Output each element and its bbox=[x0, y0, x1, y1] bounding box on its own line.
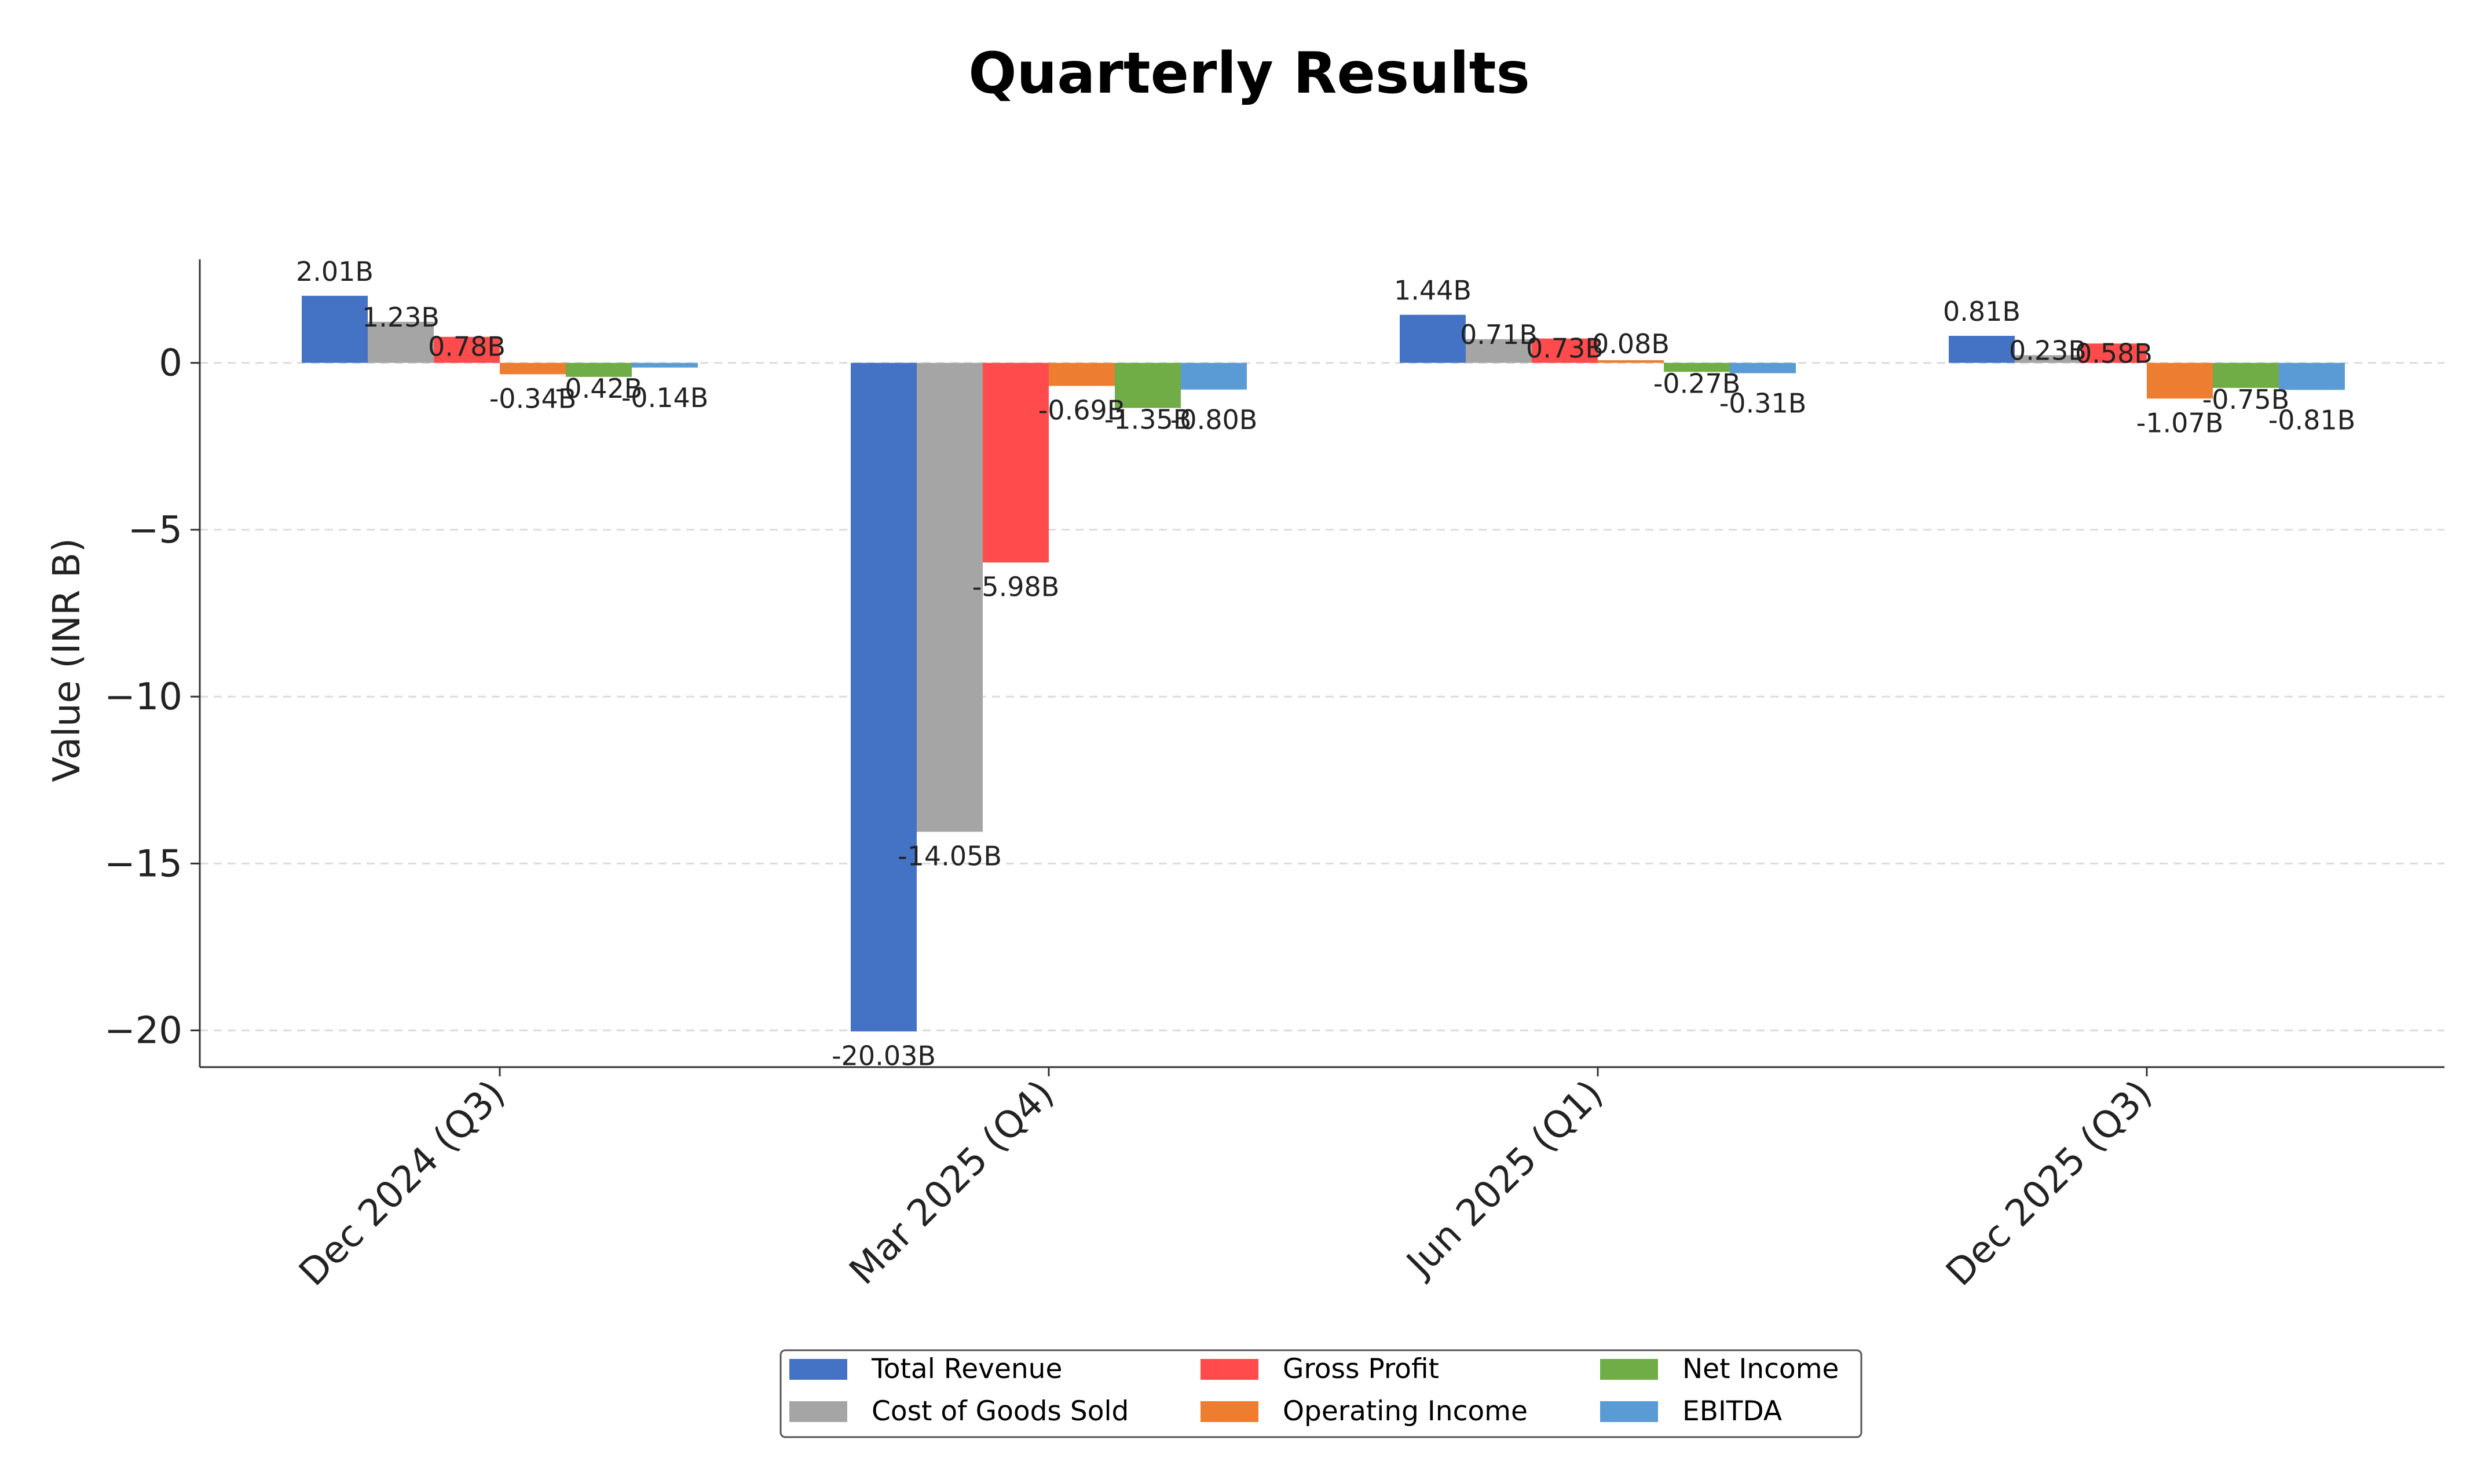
y-tick-label-1: −5 bbox=[128, 509, 182, 552]
series-5 bbox=[632, 362, 2345, 390]
bar-1-0 bbox=[368, 321, 434, 363]
bar-4-2 bbox=[1664, 362, 1730, 372]
y-tick-label-2: −10 bbox=[104, 676, 182, 719]
data-label-2-1: -5.98B bbox=[972, 571, 1060, 602]
data-label-4-0: -0.42B bbox=[555, 373, 643, 404]
bar-2-1 bbox=[983, 362, 1049, 563]
legend: Total Revenue Cost of Goods Sold Gross Pro… bbox=[779, 1349, 1862, 1438]
axes bbox=[199, 259, 2444, 1068]
x-ticks: Dec 2024 (Q3) Mar 2025 (Q4) Jun 2025 (Q1) D… bbox=[291, 1067, 2161, 1295]
bar-2-2 bbox=[1532, 338, 1598, 363]
legend-swatch-1 bbox=[789, 1401, 847, 1422]
bar-3-0 bbox=[500, 362, 566, 375]
data-label-0-0: 2.01B bbox=[296, 256, 374, 287]
legend-label-3: Operating Income bbox=[1283, 1395, 1528, 1427]
legend-box bbox=[779, 1349, 1862, 1438]
legend-swatch-4 bbox=[1600, 1359, 1658, 1380]
legend-label-2: Gross Profit bbox=[1283, 1353, 1439, 1385]
data-label-1-3: 0.23B bbox=[2009, 335, 2087, 366]
data-label-2-3: 0.58B bbox=[2075, 338, 2153, 369]
bar-5-1 bbox=[1181, 362, 1247, 390]
legend-swatch-3 bbox=[1201, 1401, 1258, 1422]
bar-0-0 bbox=[302, 295, 368, 363]
data-label-3-0: -0.34B bbox=[489, 383, 577, 414]
x-tick-label-3: Dec 2025 (Q3) bbox=[1938, 1072, 2161, 1295]
legend-item-1: Cost of Goods Sold bbox=[789, 1395, 1129, 1427]
chart-title: Quarterly Results bbox=[968, 41, 1530, 107]
bar-4-3 bbox=[2213, 362, 2279, 388]
x-tick-label-0: Dec 2024 (Q3) bbox=[291, 1072, 514, 1295]
data-label-5-0: -0.14B bbox=[621, 382, 709, 413]
series-2 bbox=[434, 336, 2147, 563]
data-label-1-0: 1.23B bbox=[362, 302, 440, 333]
legend-label-4: Net Income bbox=[1682, 1353, 1839, 1385]
series-3 bbox=[500, 360, 2213, 399]
data-labels: 2.01B-20.03B1.44B0.81B1.23B-14.05B0.71B0… bbox=[296, 256, 2355, 1071]
bar-0-3 bbox=[1949, 336, 2015, 363]
legend-item-2: Gross Profit bbox=[1201, 1353, 1439, 1385]
data-label-1-1: -14.05B bbox=[898, 841, 1002, 872]
legend-label-1: Cost of Goods Sold bbox=[872, 1395, 1129, 1427]
legend-swatch-5 bbox=[1600, 1401, 1658, 1422]
grid-lines bbox=[200, 362, 2444, 1032]
series-4 bbox=[566, 362, 2279, 408]
legend-item-5: EBITDA bbox=[1600, 1395, 1782, 1427]
bar-1-1 bbox=[917, 362, 983, 832]
bar-3-2 bbox=[1598, 360, 1664, 363]
x-tick-label-1: Mar 2025 (Q4) bbox=[841, 1072, 1062, 1293]
y-tick-label-0: 0 bbox=[159, 342, 182, 385]
legend-item-0: Total Revenue bbox=[789, 1353, 1062, 1385]
bar-5-0 bbox=[632, 362, 698, 368]
legend-item-4: Net Income bbox=[1600, 1353, 1839, 1385]
data-label-2-2: 0.73B bbox=[1526, 333, 1604, 364]
data-label-3-2: 0.08B bbox=[1592, 328, 1670, 360]
legend-label-5: EBITDA bbox=[1682, 1395, 1782, 1427]
legend-item-3: Operating Income bbox=[1201, 1395, 1528, 1427]
series-1 bbox=[368, 321, 2081, 832]
legend-label-0: Total Revenue bbox=[871, 1353, 1062, 1385]
data-label-5-3: -0.81B bbox=[2268, 404, 2356, 435]
y-tick-label-3: −15 bbox=[104, 842, 182, 885]
data-label-1-2: 0.71B bbox=[1460, 319, 1538, 350]
bar-3-1 bbox=[1049, 362, 1115, 386]
bars bbox=[302, 295, 2345, 1032]
data-label-5-1: -0.80B bbox=[1170, 404, 1258, 435]
bar-2-3 bbox=[2081, 343, 2147, 363]
series-0 bbox=[302, 295, 2015, 1032]
bar-1-2 bbox=[1466, 339, 1532, 363]
data-label-4-3: -0.75B bbox=[2202, 384, 2290, 415]
data-label-3-3: -1.07B bbox=[2136, 407, 2224, 438]
data-label-5-2: -0.31B bbox=[1719, 388, 1807, 419]
data-label-0-1: -20.03B bbox=[832, 1040, 936, 1071]
data-label-4-2: -0.27B bbox=[1653, 368, 1741, 399]
y-axis-label: Value (INR B) bbox=[46, 538, 89, 782]
data-label-0-2: 1.44B bbox=[1394, 275, 1472, 306]
bar-0-1 bbox=[851, 362, 917, 1032]
data-label-3-1: -0.69B bbox=[1038, 394, 1126, 426]
bar-4-1 bbox=[1115, 362, 1181, 408]
bar-3-3 bbox=[2147, 362, 2213, 399]
legend-swatch-0 bbox=[789, 1359, 847, 1380]
data-label-0-3: 0.81B bbox=[1943, 296, 2021, 327]
bar-5-3 bbox=[2279, 362, 2345, 390]
x-tick-label-2: Jun 2025 (Q1) bbox=[1397, 1072, 1612, 1287]
data-label-2-0: 0.78B bbox=[428, 331, 506, 362]
legend-swatch-2 bbox=[1201, 1359, 1258, 1380]
bar-1-3 bbox=[2015, 355, 2081, 363]
bar-5-2 bbox=[1730, 362, 1796, 373]
bar-4-0 bbox=[566, 362, 632, 377]
bar-2-0 bbox=[434, 336, 500, 363]
y-ticks: 0 −5 −10 −15 −20 bbox=[104, 342, 200, 1053]
bar-0-2 bbox=[1400, 314, 1466, 363]
y-tick-label-4: −20 bbox=[104, 1010, 182, 1053]
data-label-4-1: -1.35B bbox=[1104, 404, 1192, 435]
